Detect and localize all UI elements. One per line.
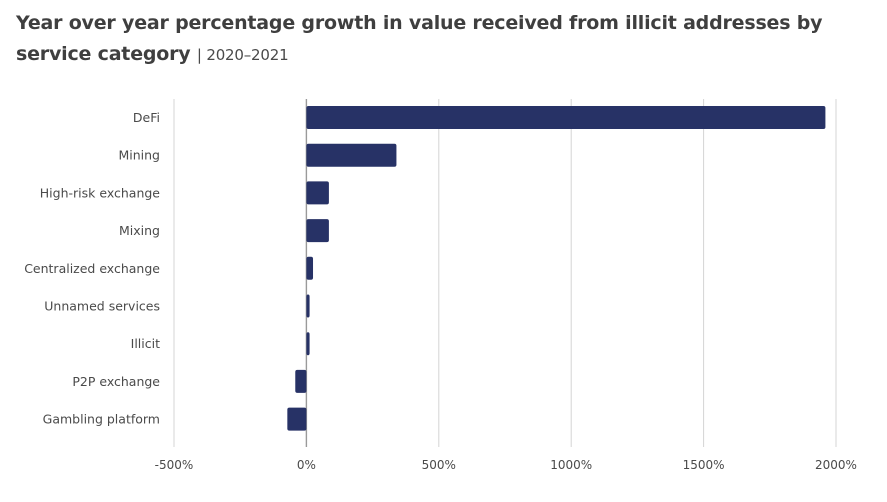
category-label: Mining	[118, 148, 160, 163]
bar	[306, 294, 310, 318]
x-tick-label: 0%	[297, 458, 316, 472]
bar	[306, 143, 397, 167]
chart-title: Year over year percentage growth in valu…	[16, 8, 876, 71]
title-block: Year over year percentage growth in valu…	[16, 8, 876, 71]
chart-subtitle: | 2020–2021	[197, 46, 289, 64]
category-label: Gambling platform	[43, 412, 160, 427]
category-label: Mixing	[119, 223, 160, 238]
bar	[287, 407, 307, 431]
x-tick-label: -500%	[155, 458, 194, 472]
bar	[306, 219, 329, 243]
title-separator: |	[196, 46, 202, 64]
x-tick-label: 1000%	[550, 458, 592, 472]
chart-subtitle-text: 2020–2021	[206, 46, 289, 64]
bar	[306, 332, 310, 356]
bar	[306, 181, 329, 205]
x-tick-label: 1500%	[683, 458, 725, 472]
category-label: DeFi	[133, 110, 160, 125]
x-tick-label: 2000%	[815, 458, 857, 472]
category-label: Illicit	[131, 336, 160, 351]
category-label: Unnamed services	[44, 299, 160, 314]
category-label: High-risk exchange	[40, 185, 161, 200]
bar	[306, 106, 826, 129]
category-label: P2P exchange	[72, 374, 160, 389]
x-tick-label: 500%	[422, 458, 456, 472]
bar	[295, 369, 307, 393]
chart-title-text: Year over year percentage growth in valu…	[16, 12, 823, 65]
category-label: Centralized exchange	[24, 261, 160, 276]
bar	[306, 256, 314, 280]
